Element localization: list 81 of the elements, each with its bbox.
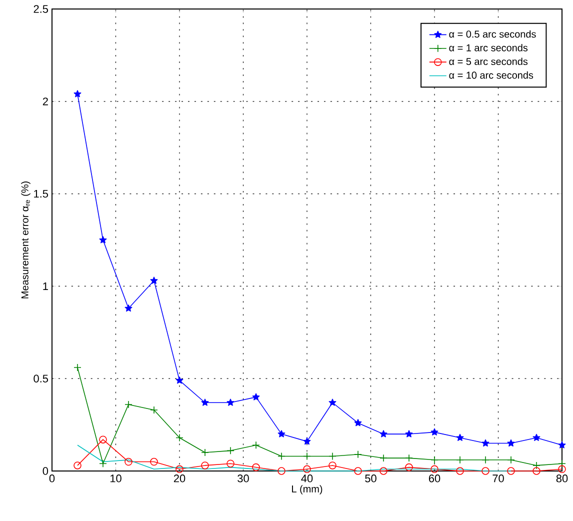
point <box>74 364 82 372</box>
point <box>354 419 362 426</box>
point <box>176 376 184 384</box>
point <box>328 398 336 406</box>
point <box>532 467 540 475</box>
point <box>278 430 286 438</box>
point <box>482 439 490 446</box>
point <box>201 448 209 456</box>
point <box>150 406 158 414</box>
point <box>354 450 362 458</box>
point <box>176 465 184 474</box>
legend-label: α = 5 arc seconds <box>449 58 528 66</box>
point <box>124 400 132 408</box>
x-tick-label: 50 <box>365 474 376 482</box>
point <box>430 465 438 474</box>
point <box>99 236 107 244</box>
point <box>226 460 234 468</box>
point <box>380 454 388 462</box>
point <box>380 467 388 475</box>
point <box>482 467 490 475</box>
x-tick-label: 80 <box>556 474 568 482</box>
legend-label: α = 10 arc seconds <box>449 71 534 79</box>
point <box>558 441 566 448</box>
point <box>252 393 260 400</box>
point <box>430 456 438 464</box>
point <box>226 446 234 455</box>
y-tick-label: 1 <box>43 282 48 290</box>
point <box>124 304 132 312</box>
point <box>176 434 184 442</box>
point <box>278 452 286 460</box>
x-tick-label: 60 <box>428 474 440 482</box>
point <box>507 467 515 475</box>
point <box>74 462 82 470</box>
point <box>507 456 515 464</box>
x-tick-label: 10 <box>110 474 122 482</box>
point <box>328 462 336 470</box>
point <box>456 467 464 475</box>
legend-label: α = 1 arc seconds <box>449 44 528 52</box>
y-tick-label: 2 <box>42 98 48 106</box>
y-tick-label: 0 <box>42 467 48 475</box>
point <box>252 463 260 472</box>
point <box>430 428 438 436</box>
point <box>74 90 82 98</box>
point <box>558 460 566 468</box>
point <box>456 456 464 464</box>
point <box>456 434 464 441</box>
point <box>532 434 540 441</box>
x-tick-label: 30 <box>238 474 249 482</box>
point <box>124 458 132 466</box>
point <box>558 465 566 474</box>
point <box>532 462 540 470</box>
x-tick-label: 0 <box>49 474 55 482</box>
point <box>303 452 311 460</box>
point <box>482 456 490 464</box>
point <box>150 458 158 466</box>
point <box>303 438 311 445</box>
point <box>201 462 209 470</box>
point <box>405 454 413 462</box>
point <box>405 463 413 472</box>
x-tick-label: 20 <box>174 474 186 482</box>
point <box>303 465 311 474</box>
point <box>380 430 388 438</box>
x-tick-label: 70 <box>492 474 504 482</box>
y-tick-label: 0.5 <box>34 374 48 382</box>
point <box>328 452 336 460</box>
point <box>99 436 107 444</box>
legend-label: α = 0.5 arc seconds <box>449 30 536 38</box>
point <box>405 430 413 438</box>
point <box>278 467 286 475</box>
point <box>252 441 260 450</box>
point <box>354 467 362 475</box>
x-tick-label: 40 <box>301 474 313 482</box>
y-tick-label: 1.5 <box>34 190 48 198</box>
point <box>201 398 209 406</box>
y-tick-label: 2.5 <box>34 5 48 13</box>
y-axis-title: Measurement error α$_{re}$ (%) <box>21 182 30 298</box>
point <box>150 276 158 284</box>
point <box>507 439 515 446</box>
point <box>99 460 107 468</box>
x-axis-title: L (mm) <box>292 485 322 494</box>
point <box>226 398 234 406</box>
